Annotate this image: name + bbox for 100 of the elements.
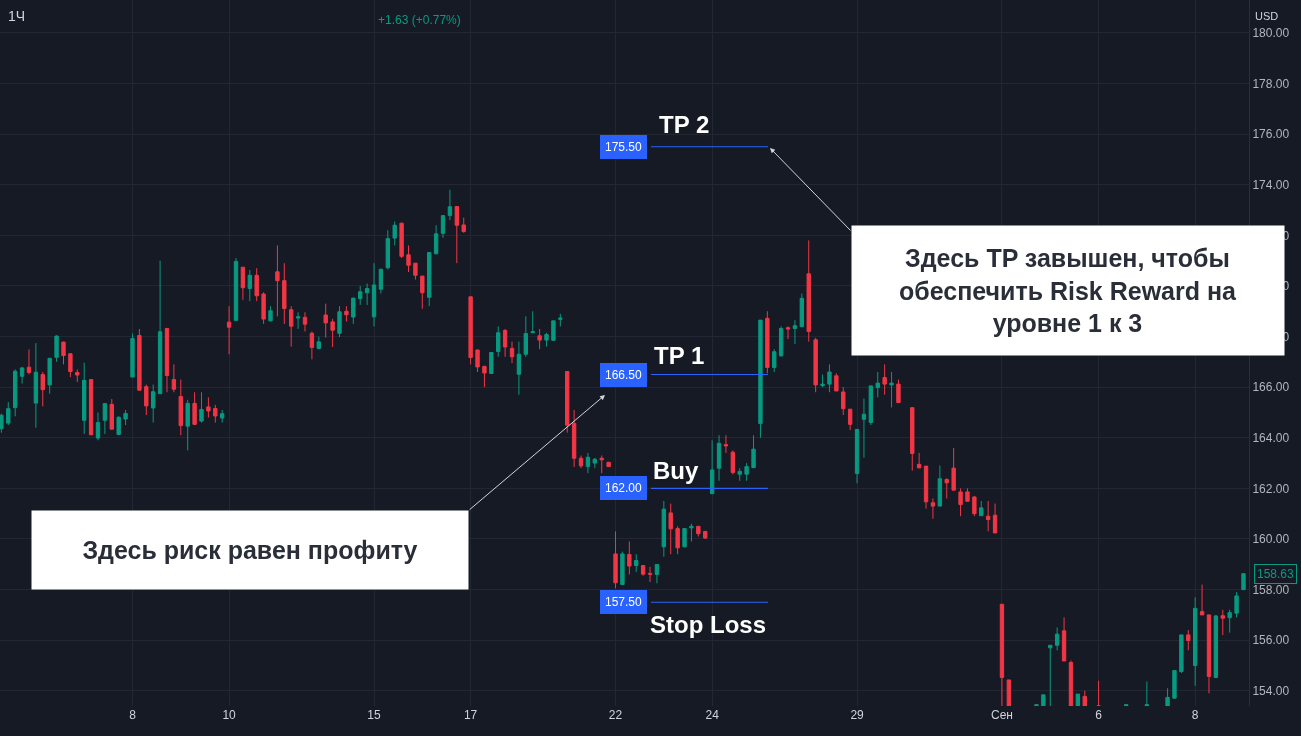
candlestick [157, 260, 163, 395]
candlestick [289, 305, 294, 348]
candlestick [592, 457, 598, 469]
candlestick [247, 269, 252, 302]
candlestick [1241, 573, 1246, 591]
candlestick [254, 267, 259, 302]
annotation: Здесь TP завышен, чтобы обеспечить Risk Reward на уровне 1 к 3 [898, 244, 1238, 337]
candlestick [737, 467, 742, 482]
candlestick [47, 357, 52, 395]
y-tick-label: 180.00 [1252, 26, 1290, 41]
candlestick [537, 328, 542, 350]
candlestick [661, 500, 667, 558]
annotation: Здесь риск равен профиту [82, 536, 418, 564]
candlestick [516, 341, 522, 396]
candlestick [95, 411, 101, 441]
candlestick [958, 487, 963, 517]
y-tick-label: 158.00 [1252, 582, 1290, 597]
candlestick [703, 530, 708, 540]
candlestick [765, 310, 770, 374]
candlestick [371, 262, 377, 327]
candlestick [1144, 680, 1150, 706]
candlestick [1220, 609, 1225, 636]
candlestick [116, 415, 121, 436]
candlestick [1206, 614, 1212, 694]
candlestick [1061, 616, 1067, 662]
candlestick [944, 479, 949, 499]
candlestick [682, 528, 687, 548]
candlestick [689, 523, 694, 543]
candlestick [627, 541, 632, 575]
candlestick [220, 409, 225, 424]
candlestick [992, 503, 998, 534]
candlestick [827, 363, 832, 393]
y-tick-label: 176.00 [1252, 127, 1290, 142]
candlestick [261, 291, 266, 325]
y-tick-label: 162.00 [1252, 481, 1290, 496]
candlestick [433, 224, 439, 255]
y-tick-label: 156.00 [1252, 633, 1290, 648]
candlestick [420, 275, 425, 310]
candlestick [640, 565, 646, 577]
text: 1Ч [8, 7, 26, 24]
candlestick [385, 229, 390, 270]
candlestick [399, 222, 404, 259]
candlestick [12, 368, 18, 417]
candlestick [910, 407, 915, 472]
candlestick [985, 500, 991, 532]
candlestick [109, 398, 114, 430]
candlestick [123, 409, 128, 426]
annotation: Stop Loss [650, 611, 767, 638]
candlestick [33, 342, 39, 429]
x-tick-label: Сен [990, 708, 1013, 722]
candlestick [834, 372, 839, 392]
candlestick [6, 401, 11, 426]
candlestick [295, 311, 301, 330]
candlestick [337, 305, 342, 338]
candlestick [716, 434, 722, 482]
candlestick [696, 525, 701, 537]
candlestick [1096, 680, 1101, 706]
candlestick [730, 449, 736, 475]
candlestick [192, 391, 197, 426]
candlestick [302, 311, 308, 332]
candlestick [482, 365, 487, 388]
candlestick [509, 341, 515, 364]
candlestick [378, 268, 384, 295]
candlestick [1213, 614, 1219, 679]
candlestick [1068, 659, 1074, 706]
y-tick-label: 166.00 [1252, 380, 1290, 395]
candlestick [164, 327, 170, 393]
candlestick [792, 319, 798, 345]
candlestick [1006, 679, 1012, 706]
candlestick [461, 217, 466, 234]
candlestick [1192, 596, 1198, 687]
candlestick [275, 244, 280, 317]
candlestick [558, 313, 563, 327]
y-tick-label: 164.00 [1252, 430, 1290, 445]
candlestick [406, 244, 411, 273]
ref-line-label: 162.00 [605, 481, 643, 495]
candlestick [1054, 627, 1060, 651]
candlestick [88, 379, 94, 436]
candlestick [599, 454, 604, 474]
candlestick [268, 305, 273, 322]
candlestick [323, 303, 328, 339]
x-tick-label: 15 [367, 708, 381, 722]
candlestick [392, 220, 397, 246]
candlestick [585, 452, 591, 474]
candlestick [282, 262, 287, 325]
candlestick [772, 348, 777, 373]
candlestick [723, 434, 729, 454]
candlestick [137, 328, 142, 391]
candlestick [578, 454, 584, 469]
candlestick [668, 503, 673, 555]
ref-line-label: 175.50 [605, 140, 643, 154]
candlestick [571, 409, 577, 468]
candlestick [930, 498, 936, 520]
candlestick [468, 296, 473, 365]
candlestick [26, 348, 32, 376]
candlestick [1186, 629, 1191, 651]
candlestick [102, 403, 108, 435]
candlestick [916, 452, 922, 469]
annotation: TP 2 [659, 111, 710, 138]
candlestick [1165, 687, 1170, 706]
